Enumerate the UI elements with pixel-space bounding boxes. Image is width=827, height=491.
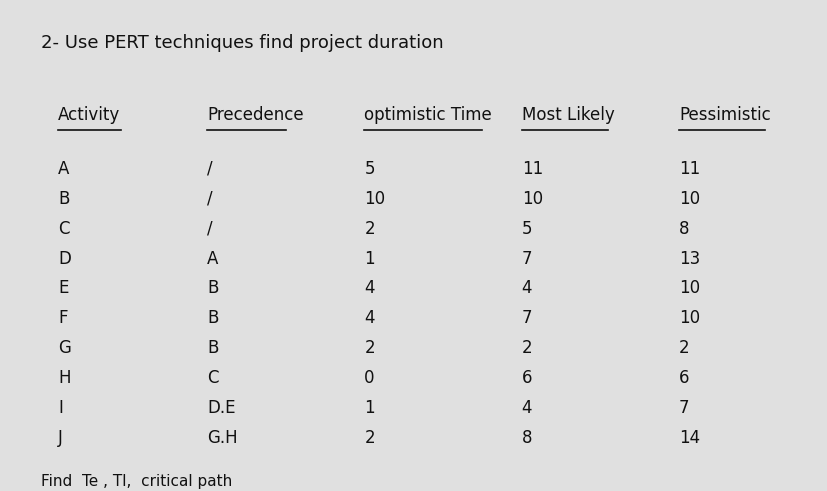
Text: 7: 7: [521, 249, 532, 268]
Text: 13: 13: [678, 249, 700, 268]
Text: H: H: [58, 369, 70, 387]
Text: B: B: [58, 190, 69, 208]
Text: 6: 6: [521, 369, 532, 387]
Text: 2: 2: [364, 219, 375, 238]
Text: 10: 10: [678, 190, 700, 208]
Text: 10: 10: [521, 190, 543, 208]
Text: 14: 14: [678, 430, 700, 447]
Text: D.E: D.E: [207, 399, 235, 417]
Text: /: /: [207, 219, 213, 238]
Text: 6: 6: [678, 369, 689, 387]
Text: 4: 4: [521, 279, 532, 298]
Text: 7: 7: [678, 399, 689, 417]
Text: /: /: [207, 160, 213, 178]
Text: 5: 5: [521, 219, 532, 238]
Text: D: D: [58, 249, 71, 268]
Text: 4: 4: [364, 279, 375, 298]
Text: F: F: [58, 309, 67, 327]
Text: B: B: [207, 309, 218, 327]
Text: G.H: G.H: [207, 430, 237, 447]
Text: 10: 10: [364, 190, 385, 208]
Text: /: /: [207, 190, 213, 208]
Text: Pessimistic: Pessimistic: [678, 107, 770, 124]
Text: J: J: [58, 430, 63, 447]
Text: B: B: [207, 279, 218, 298]
Text: 1: 1: [364, 399, 375, 417]
Text: 2- Use PERT techniques find project duration: 2- Use PERT techniques find project dura…: [41, 34, 443, 52]
Text: G: G: [58, 339, 71, 357]
Text: 5: 5: [364, 160, 375, 178]
Text: C: C: [58, 219, 69, 238]
Text: 1: 1: [364, 249, 375, 268]
Text: 4: 4: [521, 399, 532, 417]
Text: 2: 2: [521, 339, 532, 357]
Text: 7: 7: [521, 309, 532, 327]
Text: E: E: [58, 279, 69, 298]
Text: C: C: [207, 369, 218, 387]
Text: 4: 4: [364, 309, 375, 327]
Text: Precedence: Precedence: [207, 107, 304, 124]
Text: Find  Te , Tl,  critical path: Find Te , Tl, critical path: [41, 474, 232, 489]
Text: A: A: [58, 160, 69, 178]
Text: optimistic Time: optimistic Time: [364, 107, 491, 124]
Text: 8: 8: [678, 219, 689, 238]
Text: 10: 10: [678, 279, 700, 298]
Text: 10: 10: [678, 309, 700, 327]
Text: Most Likely: Most Likely: [521, 107, 614, 124]
Text: 8: 8: [521, 430, 532, 447]
Text: 11: 11: [521, 160, 543, 178]
Text: 2: 2: [364, 339, 375, 357]
Text: 2: 2: [364, 430, 375, 447]
Text: 2: 2: [678, 339, 689, 357]
Text: 0: 0: [364, 369, 375, 387]
Text: I: I: [58, 399, 63, 417]
Text: B: B: [207, 339, 218, 357]
Text: 11: 11: [678, 160, 700, 178]
Text: Activity: Activity: [58, 107, 120, 124]
Text: A: A: [207, 249, 218, 268]
